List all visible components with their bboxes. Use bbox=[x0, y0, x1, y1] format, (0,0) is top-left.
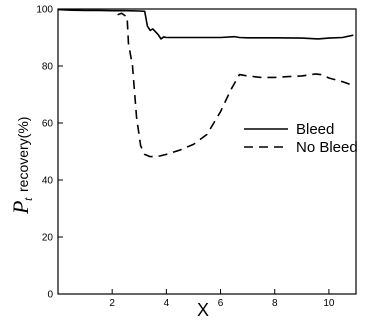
y-tick-label: 100 bbox=[36, 5, 53, 16]
y-tick-label: 60 bbox=[42, 119, 54, 130]
y-tick-label: 20 bbox=[42, 233, 54, 244]
x-tick-label: 8 bbox=[272, 298, 278, 309]
series-line-bleed bbox=[57, 8, 354, 40]
y-axis-label: P t recovery(%) bbox=[8, 117, 35, 215]
legend-label: No Bleed bbox=[296, 139, 358, 156]
x-axis-label: X bbox=[197, 300, 209, 320]
plot-frame bbox=[57, 8, 357, 295]
x-tick-label: 10 bbox=[323, 298, 335, 309]
series-line-no-bleed bbox=[117, 12, 351, 158]
x-tick-label: 2 bbox=[109, 298, 115, 309]
x-tick-label: 4 bbox=[164, 298, 170, 309]
x-tick-label: 6 bbox=[218, 298, 224, 309]
y-axis-text: recovery(%) bbox=[15, 117, 31, 192]
y-axis-symbol: P bbox=[8, 201, 33, 215]
x-axis-ticks: 2 4 6 8 10 bbox=[109, 289, 335, 309]
legend-label: Bleed bbox=[296, 121, 334, 138]
y-axis-ticks: 0 20 40 60 80 100 bbox=[36, 5, 63, 301]
y-tick-label: 0 bbox=[47, 290, 53, 301]
y-tick-label: 80 bbox=[42, 62, 54, 73]
y-axis-subscript: t bbox=[20, 197, 35, 201]
y-tick-label: 40 bbox=[42, 176, 54, 187]
series-group bbox=[57, 8, 354, 158]
